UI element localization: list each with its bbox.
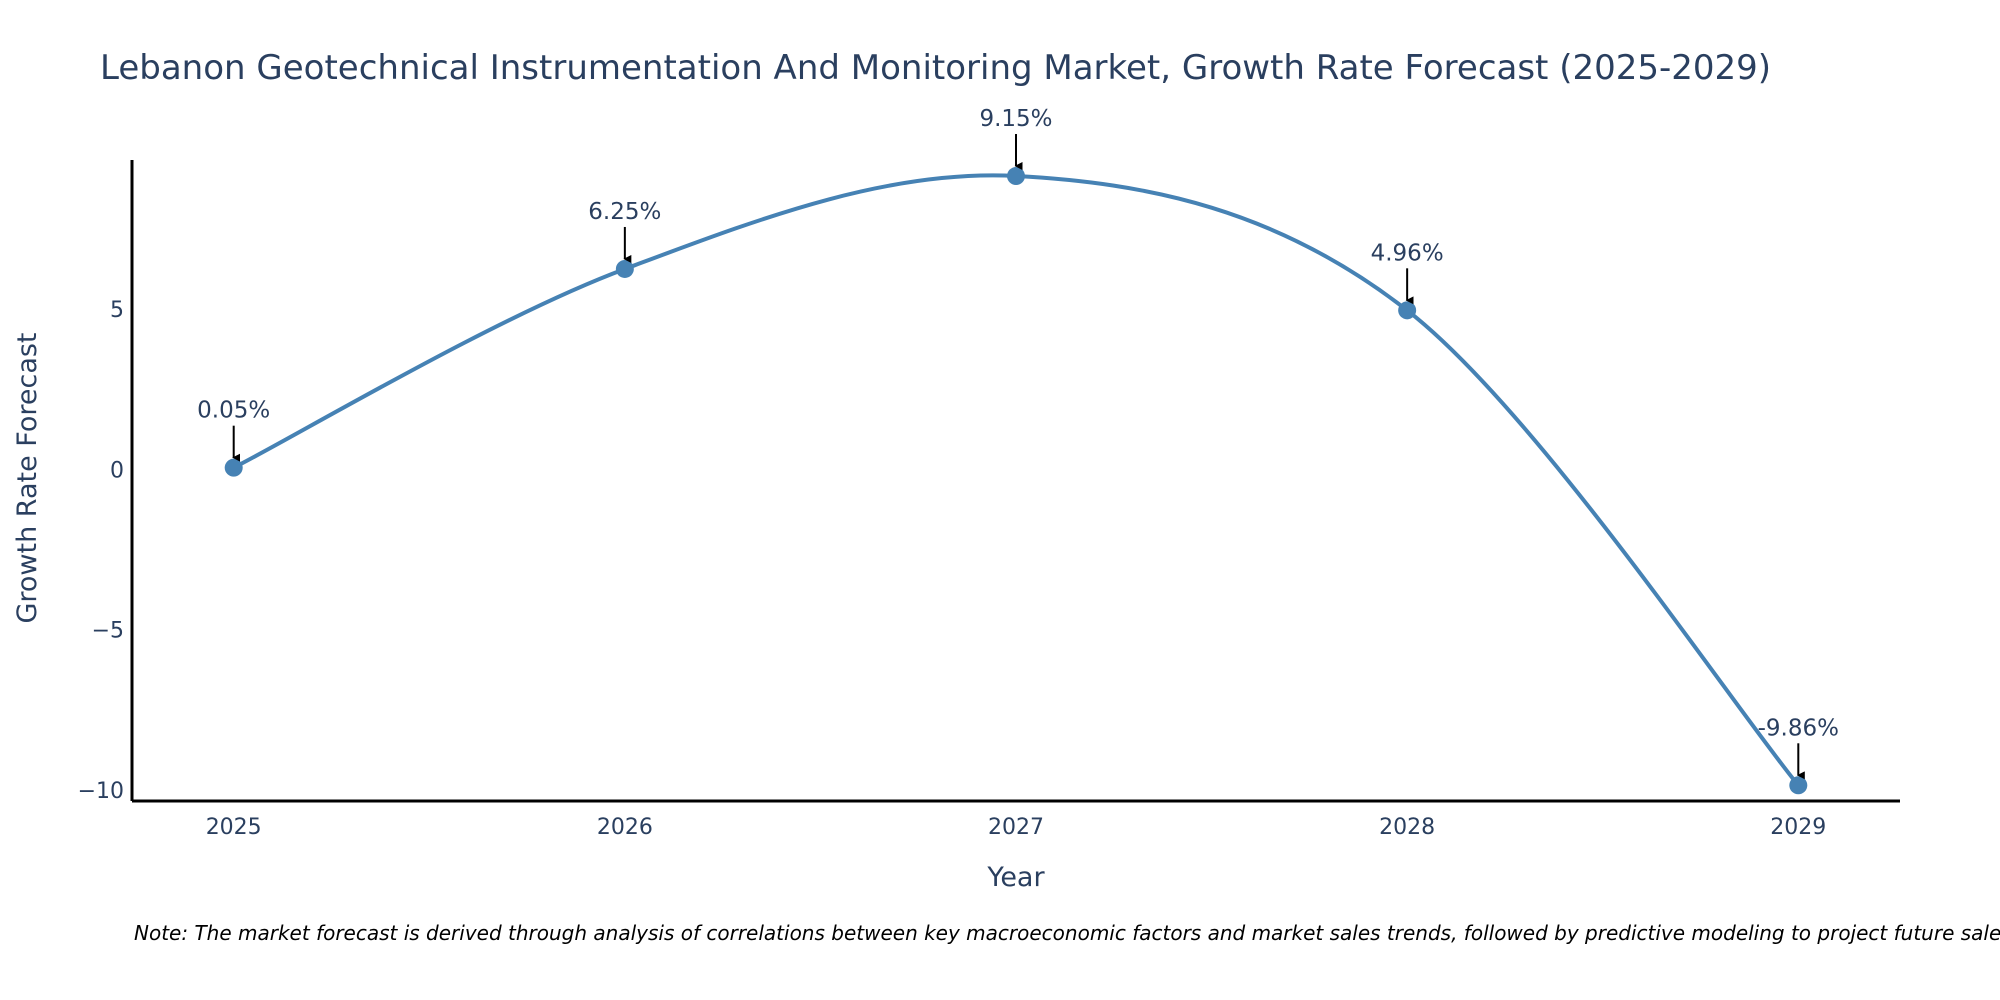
data-point xyxy=(224,458,243,477)
x-tick-label: 2027 xyxy=(988,815,1044,840)
data-label: 9.15% xyxy=(979,106,1052,132)
x-tick-label: 2028 xyxy=(1379,815,1435,840)
footnote: Note: The market forecast is derived thr… xyxy=(134,921,2000,945)
data-label: 0.05% xyxy=(197,398,270,424)
data-annotations: 0.05% 6.25% 9.15% 4.96% -9.86% xyxy=(197,106,1839,780)
x-tick-label: 2025 xyxy=(206,815,262,840)
data-label: 4.96% xyxy=(1371,240,1444,266)
data-point xyxy=(615,259,634,278)
y-tick-label: −10 xyxy=(78,779,124,804)
data-label: 6.25% xyxy=(588,199,661,225)
y-tick-label: −5 xyxy=(92,619,124,644)
axes xyxy=(130,160,1900,803)
y-axis-title: Growth Rate Forecast xyxy=(12,332,43,623)
tick-labels: −10 −5 0 5 2025 2026 2027 2028 2029 xyxy=(78,298,1827,840)
data-point xyxy=(1007,167,1025,186)
x-tick-label: 2026 xyxy=(597,815,653,840)
series-line-layer xyxy=(231,173,1801,788)
data-label: -9.86% xyxy=(1758,715,1839,741)
data-point xyxy=(1398,301,1417,320)
x-axis-title: Year xyxy=(986,862,1045,893)
y-tick-label: 0 xyxy=(110,458,124,483)
data-point xyxy=(1789,776,1808,795)
x-tick-label: 2029 xyxy=(1770,815,1826,840)
chart-title: Lebanon Geotechnical Instrumentation And… xyxy=(100,48,1772,88)
y-tick-label: 5 xyxy=(110,298,124,323)
data-points xyxy=(224,167,1808,795)
series-line xyxy=(231,173,1801,788)
